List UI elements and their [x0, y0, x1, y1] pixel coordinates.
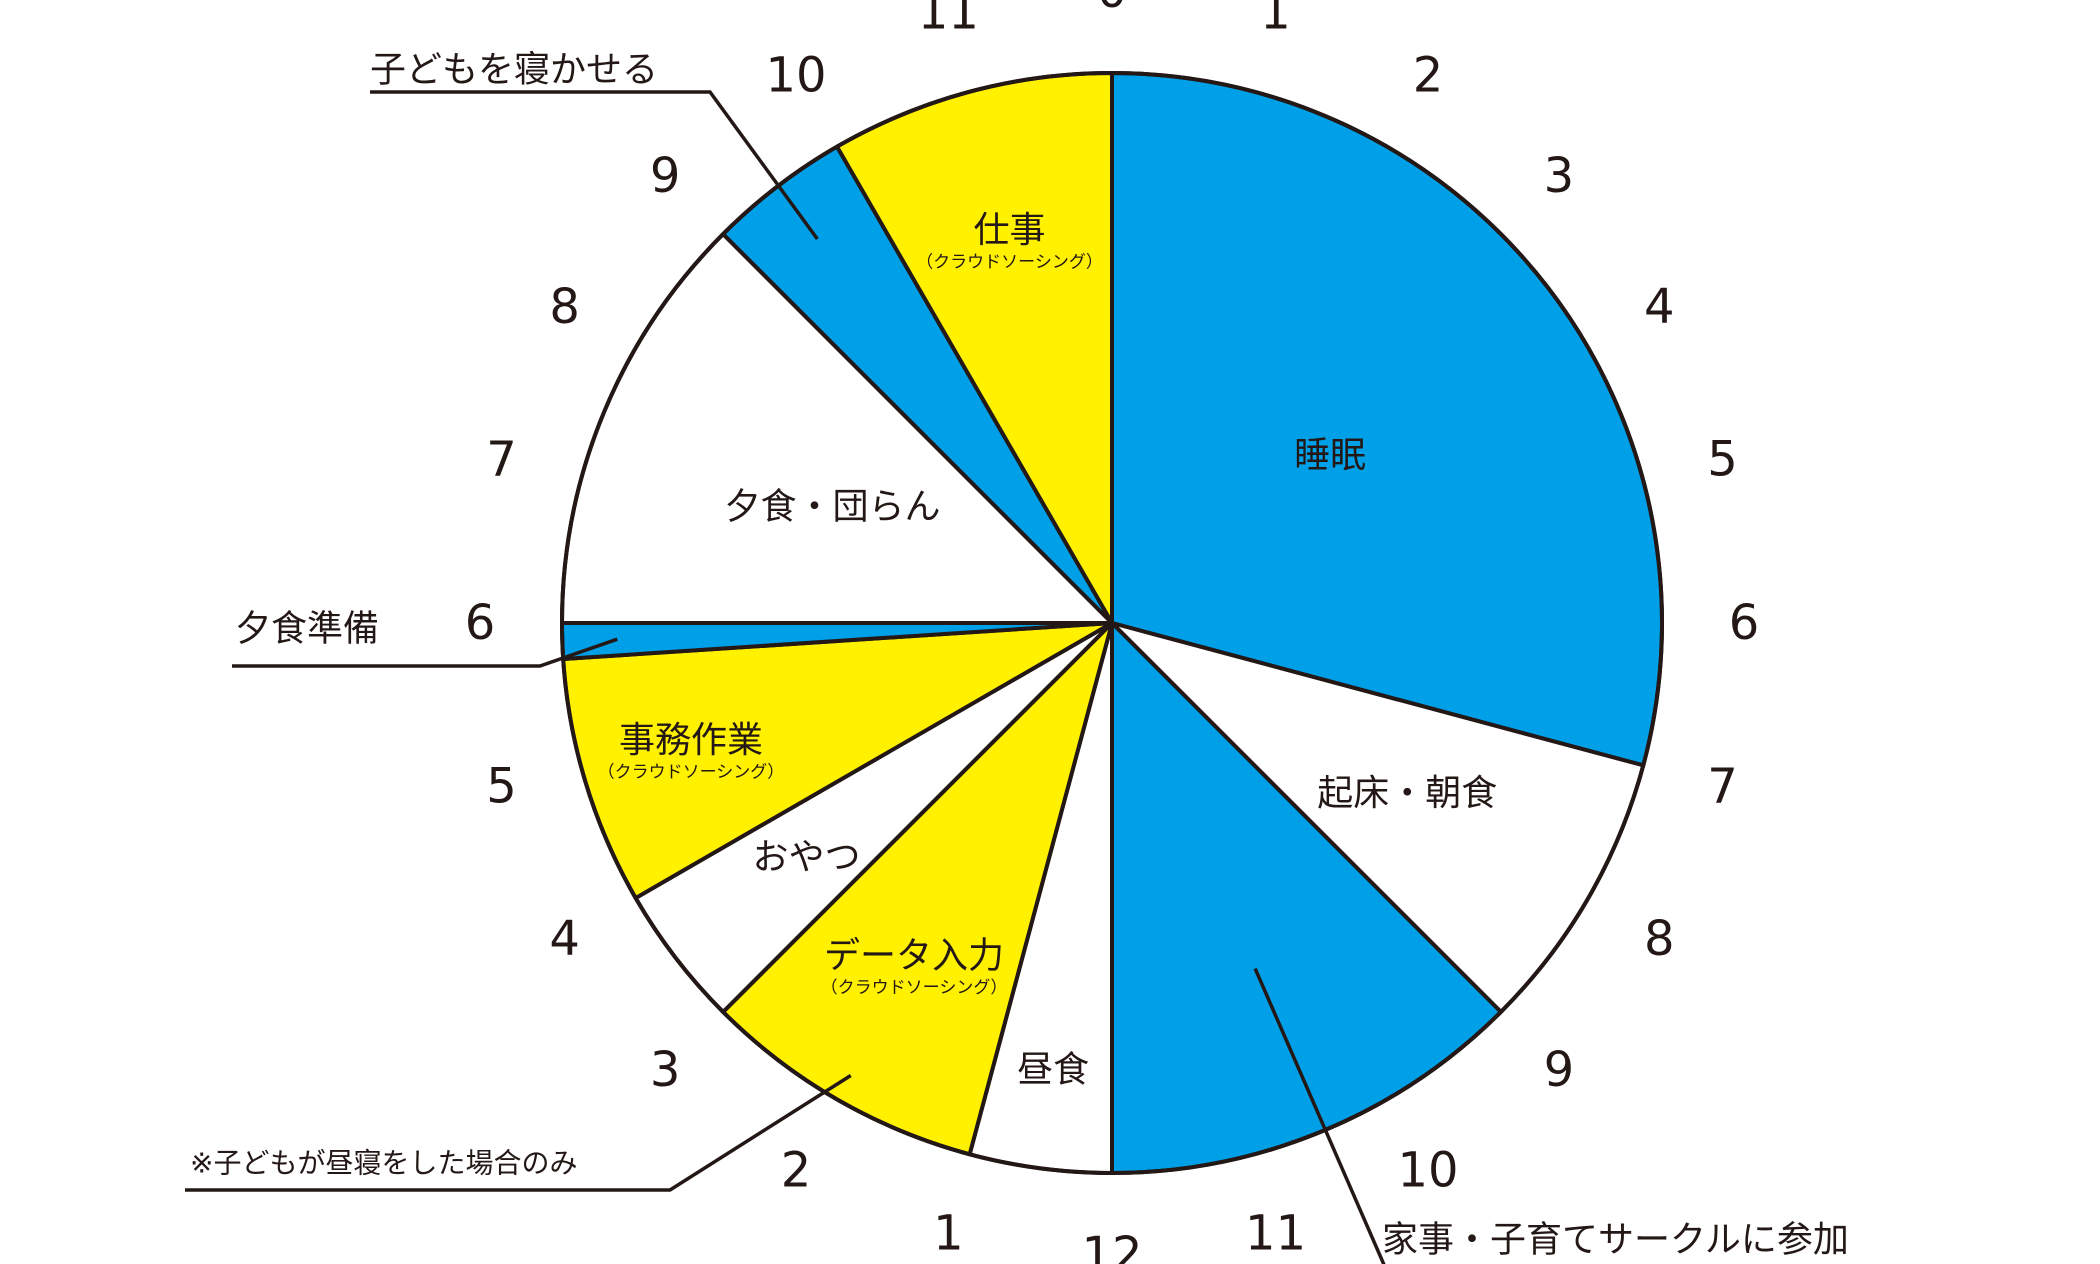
slice-label: 起床・朝食: [1317, 773, 1497, 814]
callout-leader-line: [1253, 967, 1386, 1264]
hour-label: 6: [465, 595, 496, 651]
hour-label: 4: [1644, 279, 1675, 335]
hour-label: 3: [1544, 148, 1575, 204]
slice-label: 昼食: [1017, 1050, 1089, 1091]
hour-label: 6: [1729, 595, 1760, 651]
hour-label: 0: [1097, 0, 1128, 19]
slice-label: データ入力: [824, 935, 1004, 976]
pie-outline: [560, 71, 1664, 1175]
slice-label: 仕事: [973, 210, 1045, 251]
slice-label: 睡眠: [1294, 435, 1366, 476]
hour-label: 7: [1707, 759, 1738, 815]
hour-label: 10: [1397, 1142, 1458, 1198]
hour-label: 3: [650, 1042, 681, 1098]
hour-label: 12: [1081, 1227, 1142, 1264]
hour-label: 9: [1544, 1042, 1575, 1098]
hour-label: 7: [486, 431, 517, 487]
callout-leader-line: [232, 637, 618, 668]
callout-label: ※子どもが昼寝をした場合のみ: [190, 1147, 577, 1180]
hour-label: 8: [1644, 911, 1675, 967]
slice-label: 夕食・団らん: [725, 487, 941, 528]
slice-sublabel: （クラウドソーシング）: [821, 978, 1008, 998]
callout-label: 子どもを寝かせる: [370, 50, 658, 91]
slices-layer: [560, 71, 1664, 1175]
slice-labels: 睡眠起床・朝食昼食データ入力（クラウドソーシング）おやつ事務作業（クラウドソーシ…: [598, 210, 1498, 1091]
slice-sublabel: （クラウドソーシング）: [916, 252, 1103, 272]
hour-label: 11: [918, 0, 979, 41]
slice-label: おやつ: [753, 837, 861, 878]
callout-label: 夕食準備: [235, 609, 379, 650]
hour-label: 11: [1245, 1205, 1306, 1261]
hour-label: 1: [933, 1205, 964, 1261]
slice-sublabel: （クラウドソーシング）: [598, 763, 785, 783]
hour-label: 4: [549, 911, 580, 967]
hour-label: 5: [1707, 431, 1738, 487]
hour-label: 10: [765, 48, 826, 104]
slice-label: 事務作業: [619, 720, 763, 761]
callout-leader-line: [370, 90, 819, 241]
hour-label: 2: [1413, 48, 1444, 104]
hour-label: 2: [781, 1142, 812, 1198]
hour-label: 8: [549, 279, 580, 335]
hour-label: 1: [1260, 0, 1291, 41]
callout-label: 家事・子育てサークルに参加: [1382, 1220, 1849, 1261]
hour-label: 5: [486, 759, 517, 815]
callout-leader-line: [185, 1074, 852, 1192]
hour-label: 9: [650, 148, 681, 204]
hour-labels: 01234567891011121234567891011: [465, 0, 1760, 1264]
